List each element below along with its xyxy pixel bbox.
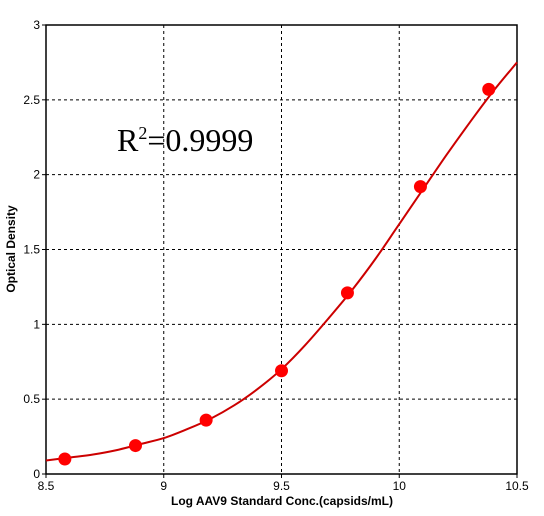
x-tick-label: 8.5 bbox=[38, 479, 55, 493]
axis-ticks: 8.5 9 9.5 10 10.5 0 0.5 1 1.5 2 2.5 3 bbox=[23, 18, 529, 493]
data-point bbox=[275, 364, 288, 378]
data-point bbox=[199, 413, 213, 427]
x-tick-label: 9 bbox=[160, 479, 167, 493]
r-squared-value: =0.9999 bbox=[147, 122, 253, 158]
y-tick-label: 1.5 bbox=[23, 243, 40, 257]
y-axis-title: Optical Density bbox=[4, 205, 18, 293]
data-point bbox=[128, 439, 142, 453]
r-squared-superscript: 2 bbox=[138, 123, 147, 143]
grid-lines bbox=[46, 25, 517, 474]
y-tick-label: 0 bbox=[33, 467, 40, 481]
y-tick-label: 1 bbox=[33, 317, 40, 331]
data-point bbox=[413, 180, 427, 194]
data-point bbox=[482, 82, 496, 96]
x-tick-label: 10.5 bbox=[505, 479, 529, 493]
data-point bbox=[340, 286, 354, 300]
r-squared-prefix: R bbox=[117, 122, 139, 158]
data-point bbox=[58, 452, 72, 466]
r-squared-annotation: R2=0.9999 bbox=[117, 122, 253, 158]
y-tick-label: 2.5 bbox=[23, 93, 40, 107]
x-axis-title: Log AAV9 Standard Conc.(capsids/mL) bbox=[171, 494, 393, 508]
data-points bbox=[58, 82, 496, 466]
x-tick-label: 9.5 bbox=[273, 479, 290, 493]
y-tick-label: 2 bbox=[33, 168, 40, 182]
y-tick-label: 3 bbox=[33, 18, 40, 32]
y-tick-label: 0.5 bbox=[23, 392, 40, 406]
x-tick-label: 10 bbox=[393, 479, 407, 493]
